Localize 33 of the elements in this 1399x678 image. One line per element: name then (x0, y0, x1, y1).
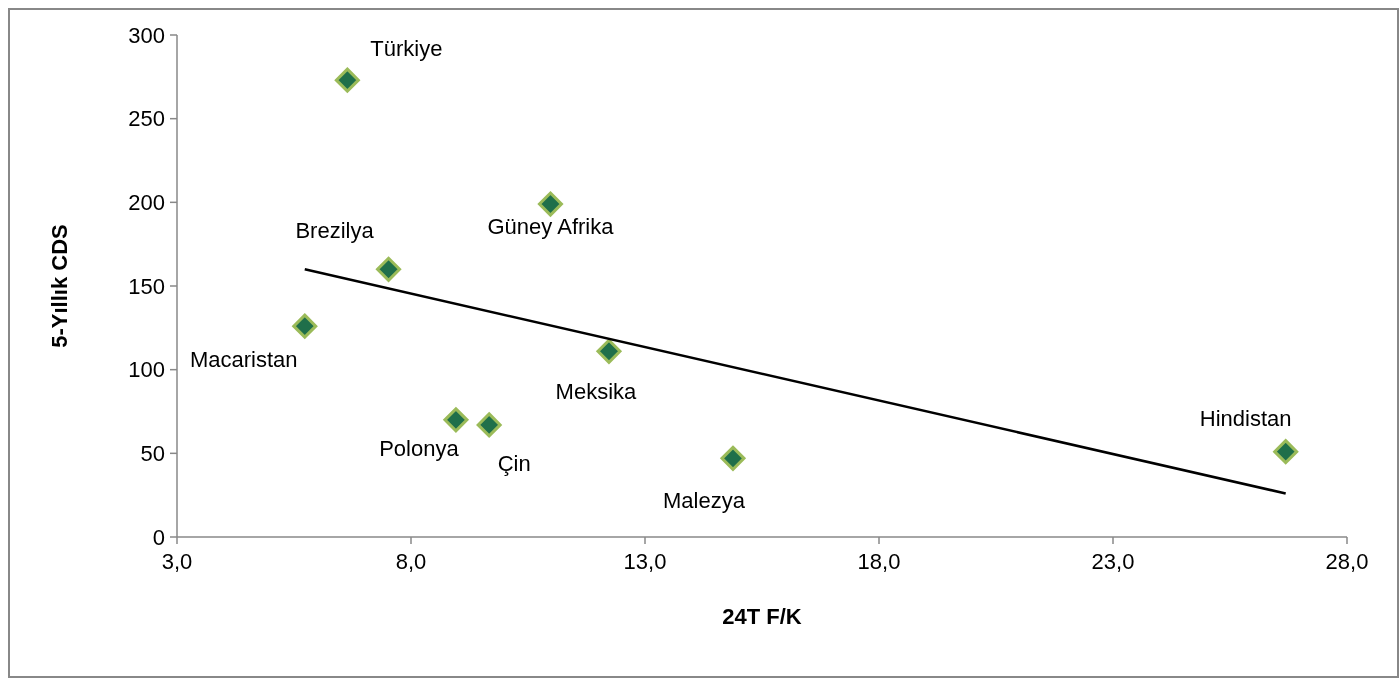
annotation: Çin (497, 450, 531, 476)
x-tick-label: 18,0 (857, 549, 901, 574)
x-tick-label: 3,0 (161, 549, 193, 574)
annotation: Macaristan (189, 346, 298, 372)
annotation: Meksika (555, 378, 638, 404)
annotation: Güney Afrika (487, 213, 615, 239)
y-tick-label: 200 (128, 190, 165, 216)
x-tick-label: 23,0 (1091, 549, 1135, 574)
annotation: Polonya (379, 435, 460, 461)
x-axis-title: 24T F/K (722, 604, 802, 629)
point (720, 445, 746, 471)
y-tick-label: 50 (140, 441, 165, 467)
point (376, 256, 402, 282)
point (292, 313, 318, 339)
y-tick-label: 250 (128, 106, 165, 132)
y-tick-label: 100 (128, 357, 165, 383)
y-axis-title: 5-Yıllık CDS (47, 224, 72, 348)
annotation: Malezya (663, 488, 746, 514)
y-tick-label: 0 (152, 524, 165, 550)
point (596, 338, 622, 364)
point (443, 407, 469, 433)
annotation: Brezilya (295, 217, 375, 243)
x-tick-label: 28,0 (1325, 549, 1369, 574)
annotation: Hindistan (1199, 406, 1292, 432)
point (334, 67, 360, 93)
point (537, 191, 563, 217)
x-tick-label: 8,0 (395, 549, 427, 574)
annotation: Türkiye (370, 35, 443, 61)
y-tick-label: 300 (128, 22, 165, 48)
point (1273, 439, 1299, 465)
point (476, 412, 502, 438)
y-tick-label: 150 (128, 273, 165, 299)
x-tick-label: 13,0 (623, 549, 667, 574)
